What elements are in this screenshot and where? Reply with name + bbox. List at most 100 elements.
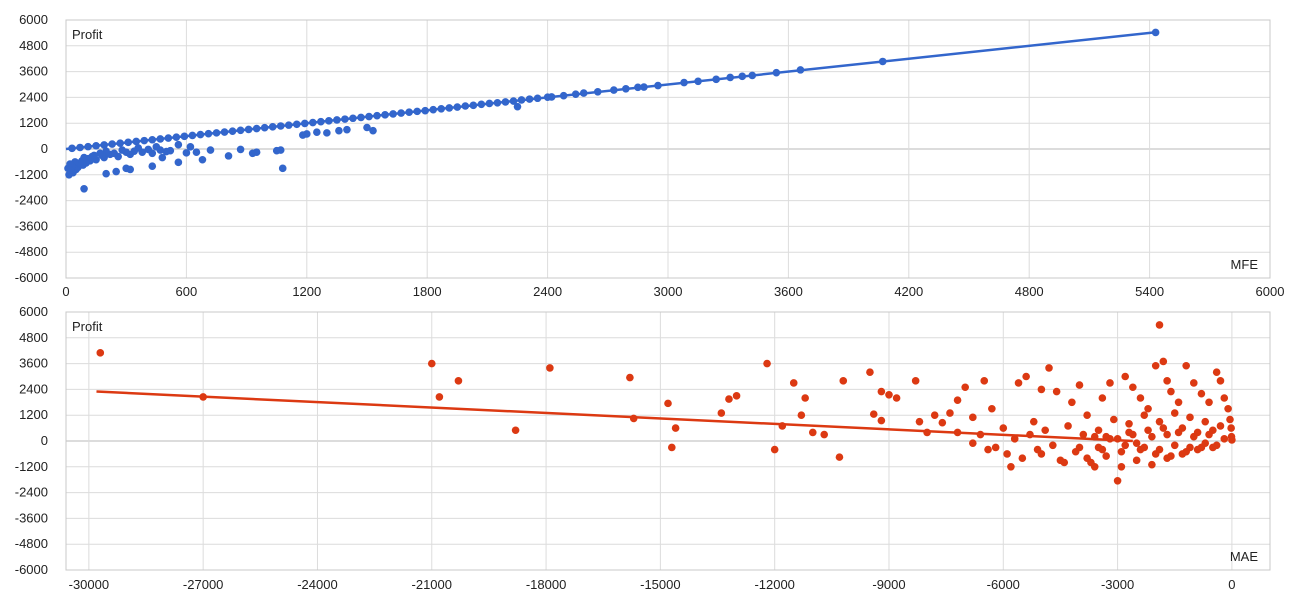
data-point [1167,452,1175,460]
data-point [1113,476,1122,485]
data-point [1136,394,1145,402]
data-point [1049,441,1057,450]
data-point [770,445,779,454]
data-point [1144,404,1152,413]
data-point [1106,379,1114,387]
data-point [96,349,105,357]
data-point [1178,424,1187,432]
data-point [363,123,371,132]
y-tick-label: 2400 [19,381,48,396]
y-tick-label: 0 [41,141,48,156]
data-point [1052,387,1061,396]
data-point [1083,411,1091,419]
y-tick-label: 0 [41,433,48,448]
y-axis-label: Profit [72,27,103,42]
data-point [969,413,977,422]
data-point [1186,413,1194,422]
data-point [198,155,207,164]
x-tick-label: -15000 [640,577,680,592]
data-point [144,145,153,154]
y-tick-label: -6000 [15,562,48,577]
data-point [1170,441,1179,450]
data-point [885,390,893,399]
data-point [454,377,463,385]
data-point [511,426,520,435]
x-tick-label: 0 [1228,577,1235,592]
data-point [272,146,281,155]
data-point [835,453,844,461]
data-point [427,359,436,368]
data-point [763,359,771,368]
data-point [946,409,954,417]
data-point [869,410,878,418]
data-point [1148,432,1156,441]
data-point [892,394,901,402]
data-point [248,149,257,158]
data-point [797,411,806,419]
x-tick-label: -24000 [297,577,337,592]
data-point [1098,445,1107,454]
data-point [1228,436,1236,444]
data-point [1125,428,1133,437]
data-point [1163,430,1171,439]
data-point [1117,463,1126,471]
y-tick-label: 3600 [19,356,48,371]
y-tick-label: 6000 [19,12,48,27]
data-point [1045,364,1053,372]
y-tick-label: -1200 [15,167,48,182]
data-point [1151,361,1160,370]
data-point [96,149,104,158]
data-point [192,148,201,157]
data-point [112,167,120,176]
y-tick-label: 4800 [19,38,48,53]
mfe-scatter-chart: 600048003600240012000-1200-2400-3600-480… [15,12,1285,299]
x-axis-label: MAE [1230,549,1259,564]
data-point [866,368,874,376]
data-point [1159,424,1168,432]
y-tick-label: 1200 [19,115,48,130]
data-point [1018,454,1027,462]
data-point [1140,443,1149,452]
data-point [1064,422,1072,430]
data-point [1132,439,1141,447]
data-point [1212,368,1221,376]
data-point [1167,387,1175,396]
data-point [546,364,554,372]
data-point [335,126,343,135]
data-point [1075,381,1084,389]
data-point [1056,456,1065,465]
y-tick-label: 6000 [19,304,48,319]
y-tick-label: -4800 [15,244,48,259]
data-point [186,143,195,151]
y-tick-label: -4800 [15,536,48,551]
data-point [1125,420,1133,428]
data-point [1227,424,1235,432]
y-tick-label: 1200 [19,407,48,422]
x-tick-label: 4800 [1015,284,1044,299]
data-point [1003,450,1011,458]
trendline [96,390,1133,443]
x-tick-label: 5400 [1135,284,1164,299]
data-point [174,158,183,167]
data-point [1216,422,1225,430]
x-tick-label: 3600 [774,284,803,299]
data-point [1226,415,1234,424]
data-point [1224,404,1232,413]
data-point [1159,357,1168,366]
mae-scatter-chart: 6000 4800 3600 2400 1200 0 -1200 -2400 -3600 -480… [15,304,1271,592]
data-point [732,392,741,400]
data-point [1129,383,1137,392]
data-point [1201,417,1210,426]
data-point [152,143,161,151]
data-point [1094,426,1103,435]
data-point [224,152,233,160]
data-point [1189,379,1198,387]
data-point [820,430,829,439]
x-tick-label: 6000 [1256,284,1285,299]
data-point [671,424,680,432]
data-point [148,162,157,170]
data-point [1212,441,1221,450]
data-point [65,171,73,179]
y-tick-label: 4800 [19,330,48,345]
data-point [877,387,886,396]
